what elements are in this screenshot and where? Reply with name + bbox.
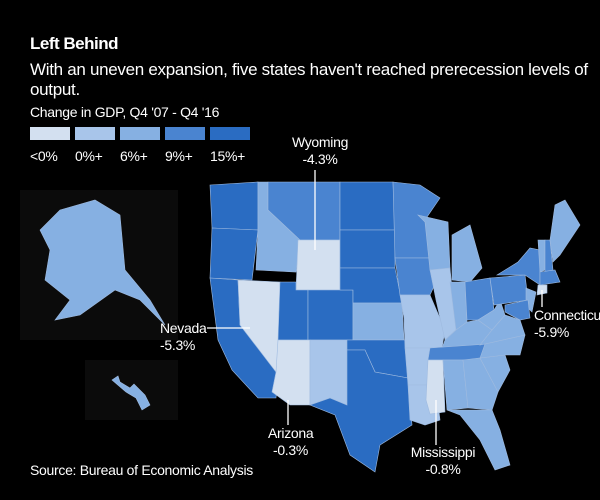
state-ga [462,357,499,411]
legend-swatch [30,127,70,140]
legend-item: <0% [30,127,70,164]
state-ks [352,302,405,341]
state-ma [539,269,561,286]
annotation-state: Wyoming [291,134,349,150]
state-az [271,339,311,406]
state-ia [394,257,437,296]
legend-label: 6%+ [120,148,148,164]
state-me [549,199,581,263]
state-ut [277,281,309,341]
legend-swatch [210,127,250,140]
annotation-state: Connecticut [534,307,600,323]
state-wy [295,239,341,291]
chart-title: Left Behind [30,34,119,53]
legend-item: 9%+ [165,127,205,164]
state-sd [339,229,396,269]
legend-item: 6%+ [120,127,160,164]
state-mi [451,224,483,283]
state-tx [309,349,413,473]
legend-item: 0%+ [75,127,115,164]
chart-subtitle: With an uneven expansion, five states ha… [30,60,588,99]
legend-swatch [165,127,205,140]
legend-label: 0%+ [75,148,103,164]
legend: <0% 0%+ 6%+ 9%+ 15%+ [30,127,250,164]
state-wa [209,181,259,231]
annotation-value: -5.3% [160,337,196,353]
legend-label: <0% [30,148,58,164]
legend-swatch [120,127,160,140]
state-fl [446,409,511,471]
state-ms [425,359,446,415]
state-nm [309,339,348,406]
annotation-arizona: Arizona -0.3% [268,425,314,459]
annotation-wyoming: Wyoming -4.3% [290,134,350,168]
legend-title: Change in GDP, Q4 '07 - Q4 '16 [30,104,220,120]
state-co [307,289,354,341]
state-or [209,227,259,281]
annotation-connecticut: Connecticut -5.9% [534,307,600,341]
annotation-value: -0.3% [272,442,309,458]
state-pa [489,274,529,306]
annotation-value: -4.3% [302,151,338,167]
legend-item: 15%+ [210,127,250,164]
state-hi [111,375,151,411]
annotation-value: -0.8% [425,461,461,477]
legend-label: 15%+ [210,148,245,164]
state-wv [477,299,506,331]
annotation-value: -5.9% [534,324,570,340]
state-nd [339,181,396,231]
legend-label: 9%+ [165,148,193,164]
annotation-mississippi: Mississippi -0.8% [408,444,478,478]
annotation-nevada: Nevada -5.3% [160,320,207,354]
source-note: Source: Bureau of Economic Analysis [30,462,253,478]
annotation-state: Mississippi [410,444,476,460]
state-ak [39,199,166,326]
state-md [504,299,531,321]
legend-swatch [75,127,115,140]
annotation-state: Arizona [268,425,314,441]
annotation-state: Nevada [160,320,207,336]
